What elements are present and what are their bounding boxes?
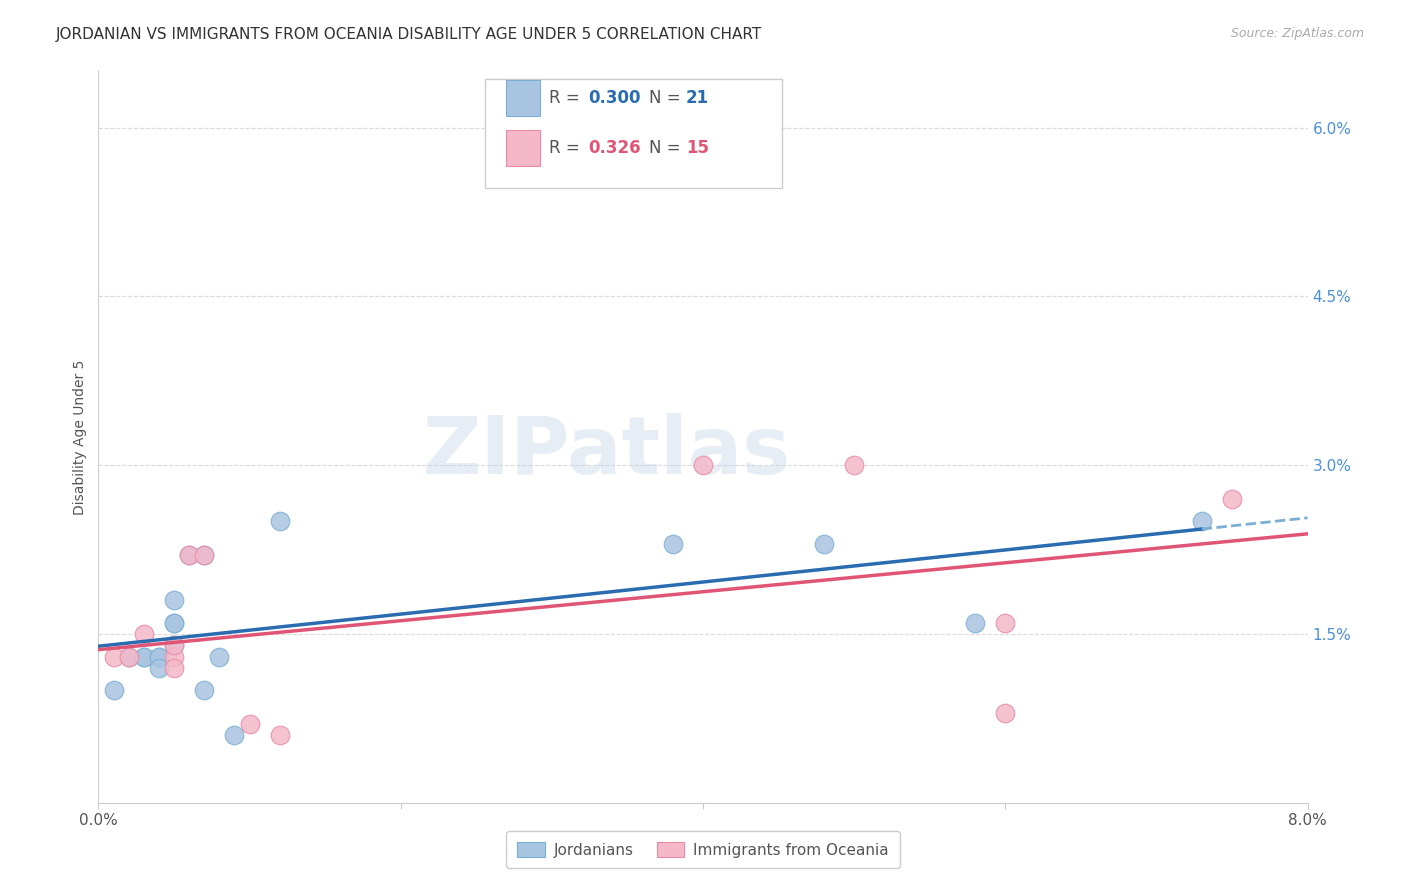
Text: R =: R = (550, 89, 585, 107)
Point (163, 649, 186, 664)
Point (193, 548, 215, 562)
FancyBboxPatch shape (506, 129, 540, 166)
Point (118, 649, 141, 664)
Text: N =: N = (648, 89, 686, 107)
Point (239, 717, 262, 731)
Point (103, 683, 125, 698)
Point (132, 627, 155, 641)
Text: 0.300: 0.300 (588, 89, 641, 107)
Text: 15: 15 (686, 139, 709, 157)
Point (193, 548, 215, 562)
Point (269, 515, 291, 529)
Point (103, 649, 125, 664)
Point (148, 649, 170, 664)
Point (965, 615, 987, 630)
Text: N =: N = (648, 139, 686, 157)
Text: JORDANIAN VS IMMIGRANTS FROM OCEANIA DISABILITY AGE UNDER 5 CORRELATION CHART: JORDANIAN VS IMMIGRANTS FROM OCEANIA DIS… (56, 27, 762, 42)
Point (148, 649, 170, 664)
FancyBboxPatch shape (485, 78, 782, 188)
FancyBboxPatch shape (506, 79, 540, 116)
Text: ZIPatlas: ZIPatlas (422, 413, 790, 491)
Point (118, 649, 141, 664)
Text: 21: 21 (686, 89, 709, 107)
Point (661, 537, 683, 551)
Point (163, 661, 186, 675)
Point (148, 661, 170, 675)
Point (1191, 515, 1213, 529)
Y-axis label: Disability Age Under 5: Disability Age Under 5 (73, 359, 87, 515)
Point (179, 548, 201, 562)
Point (193, 683, 215, 698)
Point (208, 649, 231, 664)
Point (179, 548, 201, 562)
Point (844, 458, 866, 473)
Point (224, 728, 246, 742)
Point (132, 649, 155, 664)
Point (692, 458, 714, 473)
Point (163, 638, 186, 652)
Point (163, 615, 186, 630)
Point (1220, 491, 1243, 506)
Text: Source: ZipAtlas.com: Source: ZipAtlas.com (1230, 27, 1364, 40)
Text: 0.326: 0.326 (588, 139, 641, 157)
Point (994, 706, 1017, 720)
Text: R =: R = (550, 139, 585, 157)
Point (813, 537, 835, 551)
Point (163, 593, 186, 607)
Point (994, 615, 1017, 630)
Point (163, 638, 186, 652)
Point (269, 728, 291, 742)
Legend: Jordanians, Immigrants from Oceania: Jordanians, Immigrants from Oceania (506, 831, 900, 868)
Point (132, 649, 155, 664)
Point (163, 615, 186, 630)
